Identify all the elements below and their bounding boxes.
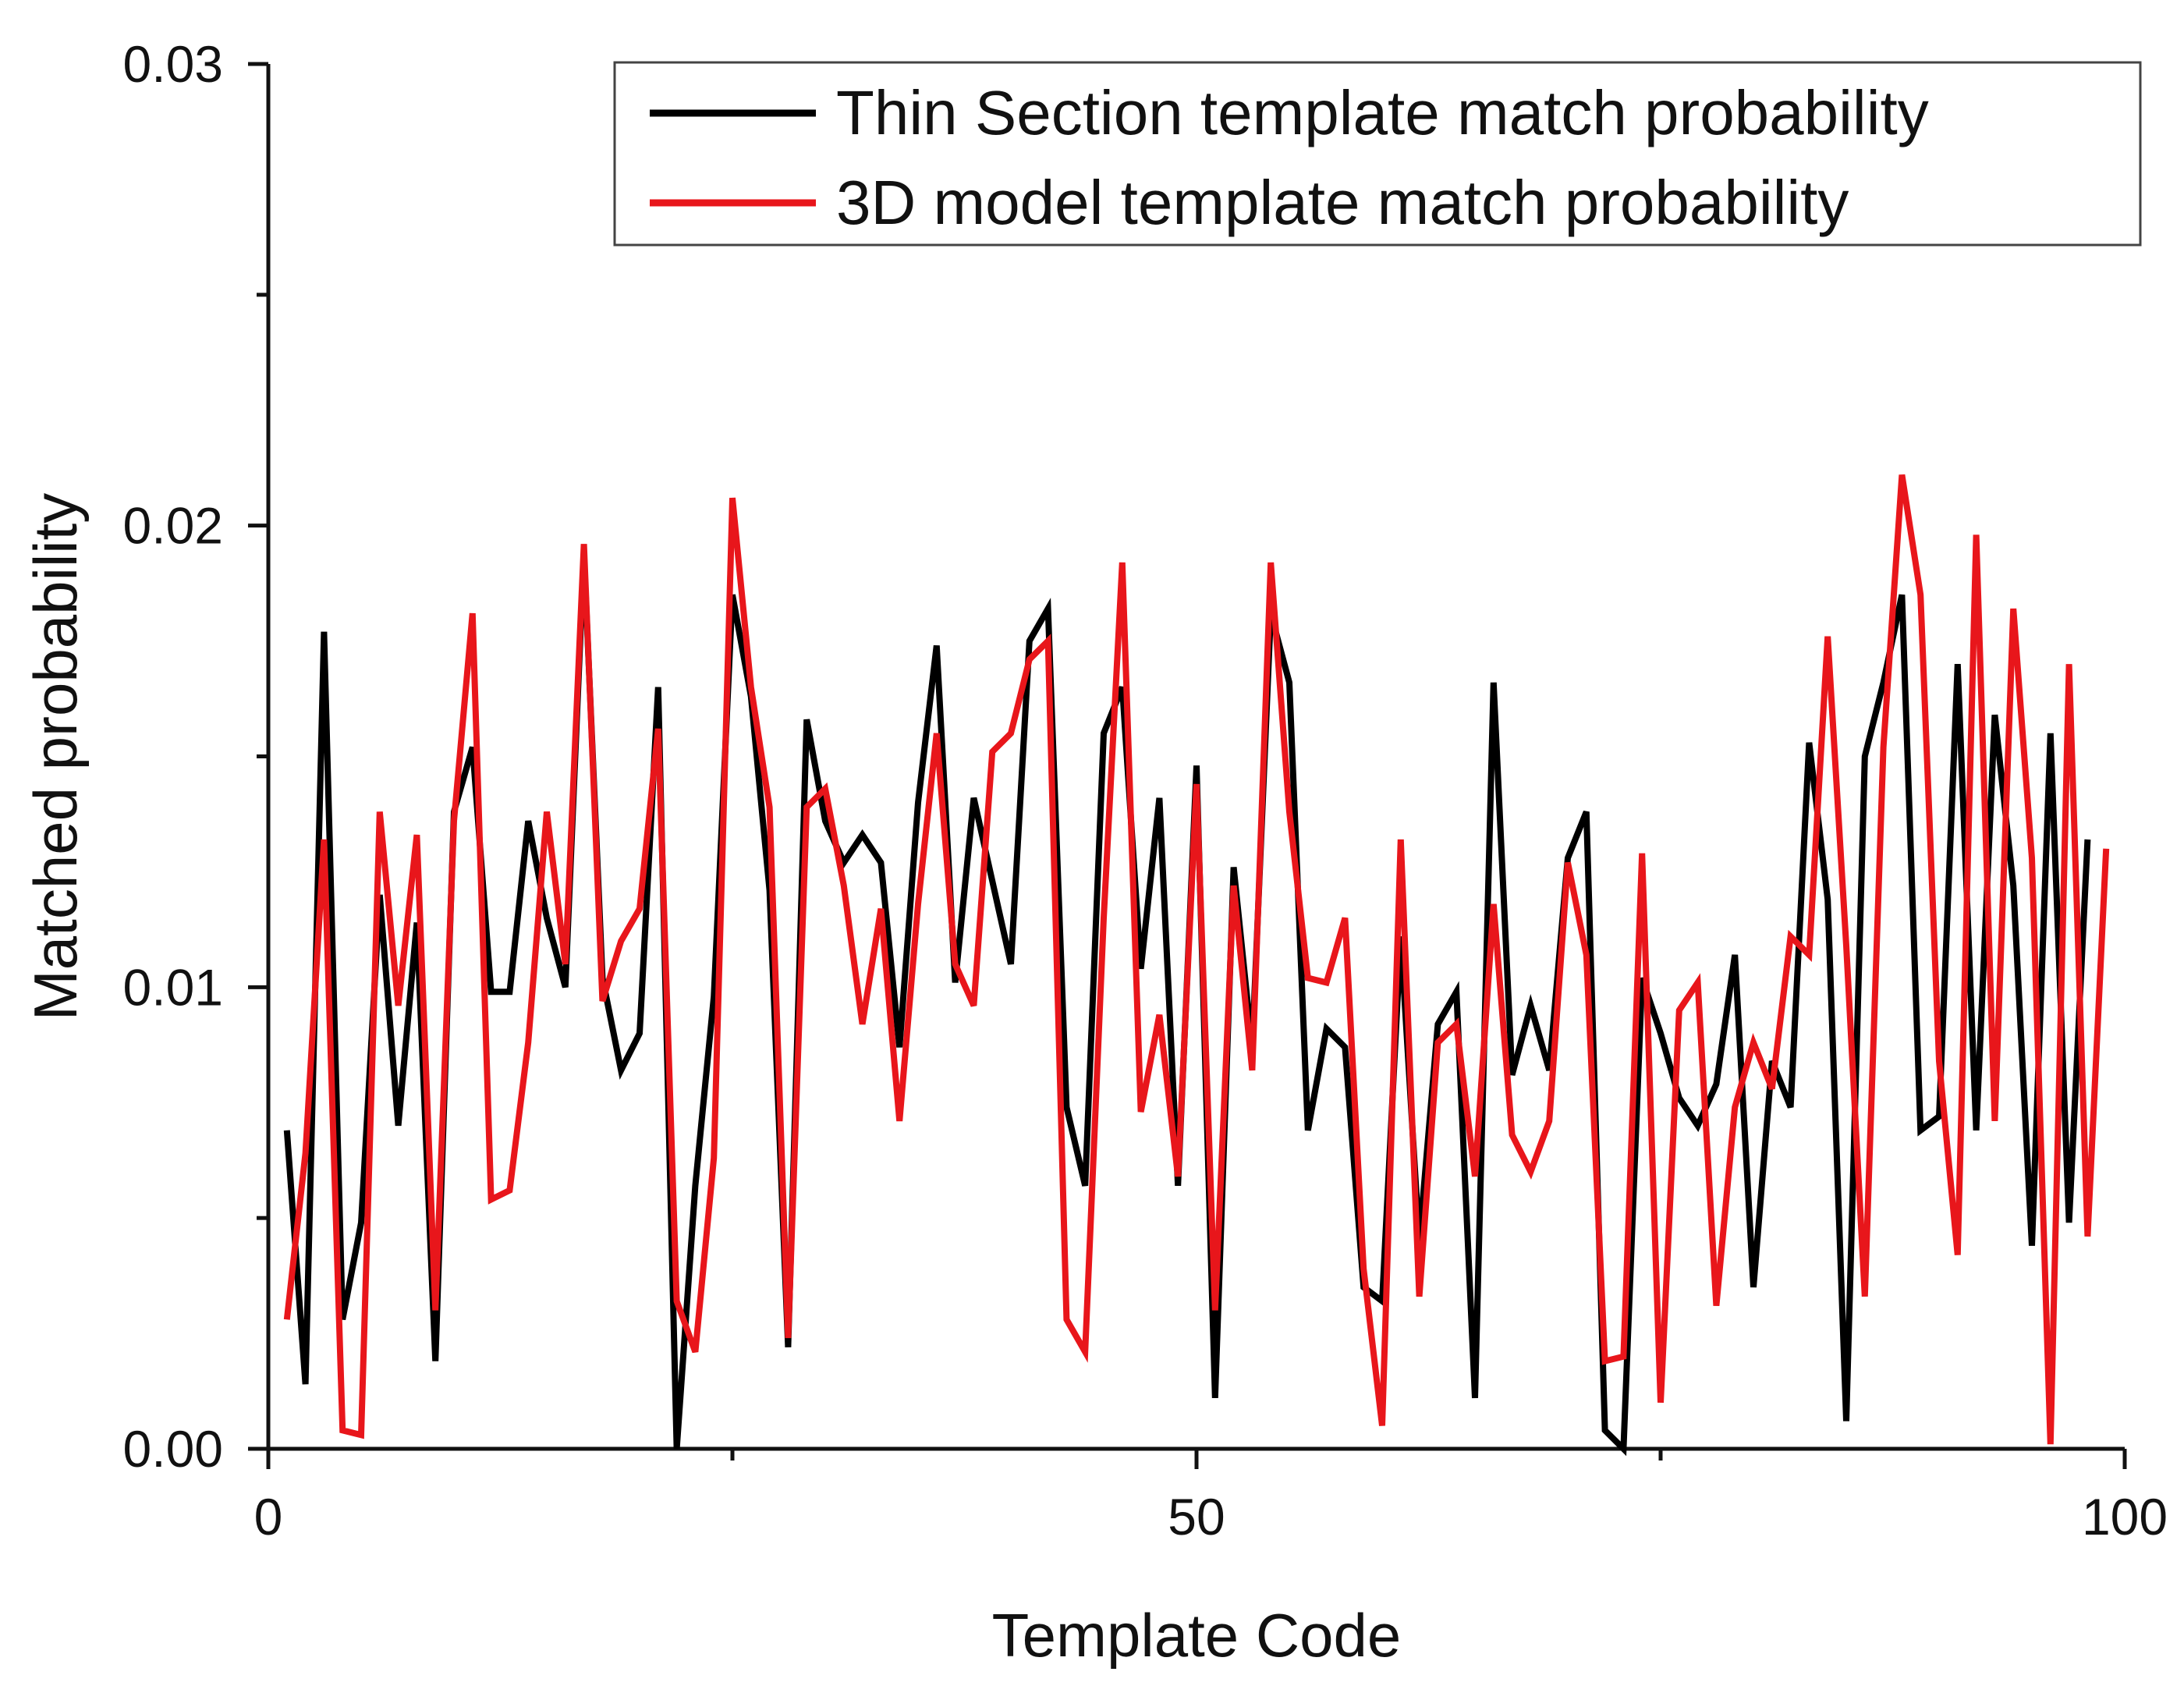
x-tick-label: 100 (2082, 1488, 2168, 1546)
legend-box (613, 61, 2142, 247)
y-tick-label: 0.02 (123, 497, 223, 555)
series-group (283, 474, 2110, 1457)
series-line-3d-model (283, 474, 2110, 1445)
plot-area: 0 50 100 0.00 0.01 0.02 0.03 (123, 35, 2168, 1546)
legend: Thin Section template match probability … (613, 61, 2142, 247)
x-tick-label: 0 (254, 1488, 283, 1546)
x-axis-title: Template Code (992, 1601, 1402, 1670)
axis-ticks: 0 50 100 0.00 0.01 0.02 0.03 (123, 35, 2168, 1546)
y-tick-label: 0.03 (123, 35, 223, 93)
y-tick-label: 0.00 (123, 1420, 223, 1478)
x-tick-label: 50 (1168, 1488, 1225, 1546)
legend-label-3d-model: 3D model template match probability (836, 168, 1849, 237)
y-axis-title: Matched probability (21, 493, 90, 1020)
y-tick-label: 0.01 (123, 958, 223, 1016)
legend-label-thin-section: Thin Section template match probability (836, 78, 1929, 147)
